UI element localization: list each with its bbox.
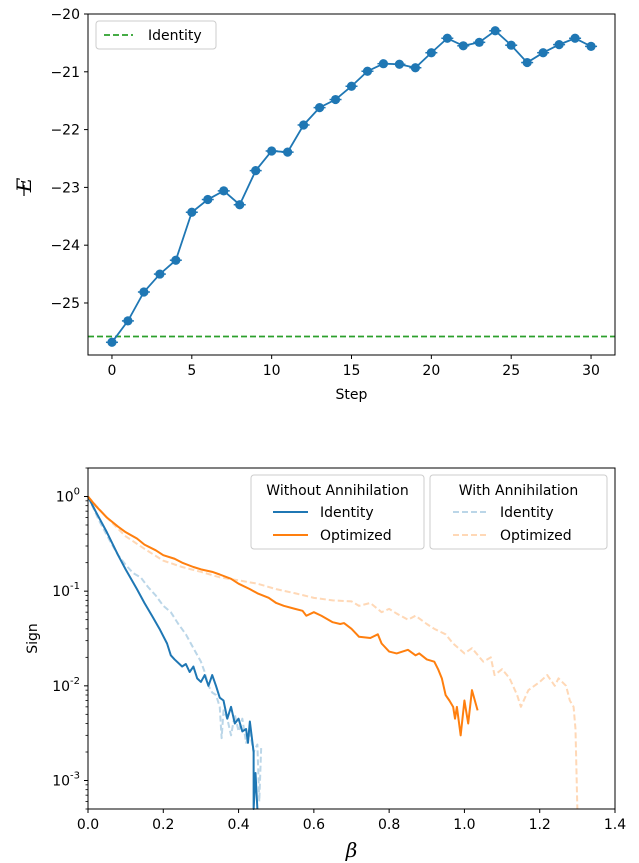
energy-point	[187, 207, 197, 217]
sign-x-tick-label: 1.4	[604, 817, 626, 833]
energy-point	[522, 57, 532, 68]
energy-point	[394, 59, 405, 69]
energy-point	[474, 37, 484, 47]
sign-series-optimized-with	[87, 495, 579, 810]
energy-point	[506, 40, 516, 50]
svg-text:E: E	[12, 177, 36, 193]
energy-point	[554, 40, 564, 50]
sign-plot-area	[87, 495, 579, 810]
energy-point	[123, 316, 133, 326]
legend-wo-optimized-label: Optimized	[320, 528, 392, 544]
sign-x-tick-label: 0.8	[378, 817, 400, 833]
sign-y-tick-label: 10-3	[52, 771, 80, 790]
legend-with-annihilation: With Annihilation Identity Optimized	[429, 474, 608, 550]
energy-chart: 0 5 10 15 20 25 30 −25 −24 −23 −22 −21 −20 Step E I…	[12, 7, 616, 403]
energy-point	[107, 337, 117, 347]
energy-x-tick-label: 25	[502, 363, 520, 379]
energy-x-tick-label: 15	[343, 363, 361, 379]
energy-point	[330, 94, 341, 105]
sign-chart: 0.0 0.2 0.4 0.6 0.8 1.0 1.2 1.4 100 10-1 10-2 10-3…	[25, 467, 626, 862]
legend-w-optimized-label: Optimized	[500, 528, 572, 544]
energy-y-axis-label: E	[12, 177, 36, 196]
energy-point	[267, 146, 277, 156]
sign-x-tick-label: 0.4	[227, 817, 249, 833]
energy-plot-area	[88, 26, 615, 347]
sign-x-tick-label: 1.2	[529, 817, 551, 833]
legend-with-annihilation-title: With Annihilation	[459, 483, 579, 499]
energy-y-tick-label: −25	[50, 296, 80, 312]
energy-y-tick-label: −21	[50, 65, 80, 81]
energy-point	[155, 269, 165, 279]
energy-point	[203, 194, 213, 205]
energy-x-ticks: 0 5 10 15 20 25 30	[107, 355, 600, 379]
sign-series-identity-with	[87, 496, 263, 803]
sign-x-tick-label: 0.6	[303, 817, 325, 833]
legend-with-annihilation-box	[429, 474, 608, 550]
energy-y-tick-label: −20	[50, 7, 80, 23]
energy-point	[490, 26, 500, 36]
energy-x-tick-label: 0	[107, 363, 116, 379]
energy-legend-box	[95, 20, 217, 50]
energy-point	[298, 120, 309, 130]
energy-x-axis-label: Step	[336, 387, 368, 403]
energy-x-tick-label: 10	[263, 363, 281, 379]
energy-y-ticks: −25 −24 −23 −22 −21 −20	[50, 7, 88, 312]
legend-without-annihilation-box	[250, 474, 425, 550]
energy-legend: Identity	[95, 20, 217, 50]
legend-without-annihilation: Without Annihilation Identity Optimized	[250, 474, 425, 550]
energy-point	[570, 33, 580, 43]
sign-y-ticks: 100 10-1 10-2 10-3	[52, 467, 88, 810]
energy-point	[219, 186, 229, 196]
sign-x-ticks: 0.0 0.2 0.4 0.6 0.8 1.0 1.2 1.4	[77, 809, 626, 833]
energy-point	[139, 287, 149, 297]
energy-point	[171, 255, 181, 265]
sign-y-tick-label: 100	[56, 486, 80, 505]
energy-point	[314, 103, 325, 113]
energy-point	[283, 147, 293, 157]
energy-point	[410, 63, 420, 73]
energy-x-tick-label: 5	[187, 363, 196, 379]
energy-point	[586, 41, 596, 51]
sign-x-tick-label: 0.2	[152, 817, 174, 833]
energy-y-tick-label: −22	[50, 123, 80, 139]
energy-point	[235, 200, 245, 210]
energy-point	[538, 48, 548, 58]
sign-y-axis-label: Sign	[25, 623, 41, 654]
legend-without-annihilation-title: Without Annihilation	[266, 483, 408, 499]
energy-point	[346, 81, 357, 91]
sign-y-tick-label: 10-2	[52, 676, 80, 695]
sign-series-optimized-without	[87, 495, 479, 737]
legend-identity-label: Identity	[148, 28, 202, 44]
legend-w-identity-label: Identity	[500, 505, 554, 521]
sign-y-tick-label: 10-1	[52, 581, 80, 600]
legend-wo-identity-label: Identity	[320, 505, 374, 521]
sign-x-tick-label: 1.0	[453, 817, 475, 833]
energy-point	[378, 59, 389, 69]
sign-axes-frame	[87, 467, 616, 810]
sign-x-axis-label: β	[345, 838, 358, 862]
energy-x-tick-label: 30	[582, 363, 600, 379]
energy-y-tick-label: −23	[50, 180, 80, 196]
energy-series-line	[111, 29, 592, 343]
sign-x-tick-label: 0.0	[77, 817, 99, 833]
sign-series-identity-without	[87, 496, 259, 810]
energy-point	[458, 41, 468, 51]
energy-x-tick-label: 20	[422, 363, 440, 379]
energy-point	[426, 48, 436, 58]
energy-point	[362, 66, 373, 76]
energy-point	[442, 33, 452, 43]
energy-axes-frame	[87, 13, 616, 356]
energy-point	[251, 166, 261, 176]
energy-y-tick-label: −24	[50, 238, 80, 254]
